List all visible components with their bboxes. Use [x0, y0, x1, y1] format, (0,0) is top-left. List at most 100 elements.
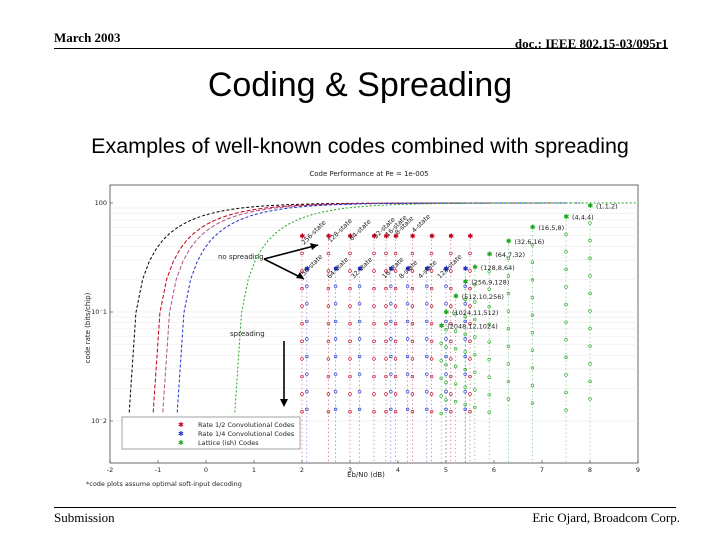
data-point [384, 322, 388, 326]
data-point [530, 243, 535, 247]
no-spreading-annotation: no spreading [218, 253, 264, 261]
data-point [439, 323, 443, 328]
data-point [444, 380, 448, 385]
data-point [463, 372, 467, 376]
series-marker: ✱ [372, 232, 378, 240]
x-tick-label: 6 [492, 466, 496, 474]
data-point [588, 274, 592, 278]
data-point [393, 374, 398, 379]
data-point [429, 269, 434, 273]
header-rule [54, 48, 668, 49]
data-point [506, 344, 511, 349]
data-point [425, 390, 429, 394]
series-marker: ✱ [410, 232, 416, 240]
data-point [564, 320, 568, 324]
data-point [473, 370, 477, 375]
data-point [333, 337, 338, 341]
data-point [429, 322, 434, 326]
data-point [444, 390, 448, 394]
series-marker: ✱ [506, 237, 512, 245]
data-point [429, 286, 434, 291]
series-marker: ✱ [348, 232, 354, 240]
data-point [405, 390, 410, 394]
data-point [453, 294, 458, 298]
data-point [300, 234, 304, 238]
legend-marker-conv-half: ✱ [178, 421, 184, 429]
data-point [389, 407, 393, 412]
data-point [588, 344, 592, 348]
data-point [333, 266, 338, 271]
series-marker: ✱ [487, 251, 493, 259]
data-point [463, 385, 467, 389]
data-point [326, 269, 331, 273]
data-point [506, 256, 511, 261]
footer-rule [54, 507, 676, 508]
data-point [564, 302, 568, 307]
lattice-label: (2048,12,1024) [447, 323, 498, 331]
spreading-arrowhead [280, 399, 288, 407]
data-point [487, 305, 491, 309]
data-point [348, 251, 352, 256]
data-point [300, 392, 304, 396]
data-point [393, 410, 398, 414]
data-point [300, 251, 304, 256]
data-point [333, 372, 338, 376]
data-point [410, 304, 415, 308]
data-point [410, 322, 415, 326]
data-point [326, 410, 331, 414]
data-point [530, 295, 535, 300]
series-marker: ✱ [472, 263, 478, 271]
data-point [468, 339, 472, 344]
chart-footnote: *code plots assume optimal soft-input de… [86, 480, 242, 488]
data-point [468, 286, 472, 291]
data-point [564, 232, 568, 236]
data-point [506, 327, 511, 331]
data-point [425, 354, 429, 359]
lattice-label: (16,5,8) [538, 224, 564, 232]
series-marker: ✱ [448, 232, 454, 240]
lattice-label: (32,6,16) [514, 238, 544, 246]
data-point [588, 291, 592, 296]
data-point [410, 410, 415, 414]
data-point [389, 302, 393, 306]
data-point [463, 403, 467, 407]
data-point [468, 410, 472, 414]
data-point [444, 302, 448, 306]
data-point [487, 287, 491, 291]
slide-subtitle: Examples of well-known codes combined wi… [91, 134, 629, 158]
data-point [405, 407, 410, 412]
data-point [429, 392, 434, 396]
data-point [588, 362, 592, 366]
data-point [300, 269, 304, 273]
lattice-label: (128,8,64) [481, 264, 515, 272]
data-point [530, 260, 535, 265]
lattice-label: (1024,11,512) [452, 309, 498, 317]
lattice-label: (256,9,128) [471, 279, 509, 287]
data-point [305, 390, 309, 394]
data-point [530, 278, 535, 282]
data-point [393, 269, 398, 273]
data-point [473, 405, 477, 410]
data-point [453, 382, 458, 386]
data-point [429, 374, 434, 379]
data-point [300, 322, 304, 326]
data-point [449, 374, 453, 379]
data-point [300, 357, 304, 361]
data-point [444, 284, 448, 288]
data-point [530, 401, 535, 405]
data-point [384, 392, 388, 396]
data-point [564, 285, 568, 289]
data-point [410, 251, 415, 256]
data-point [453, 329, 458, 333]
data-point [384, 251, 388, 256]
data-point [444, 327, 448, 332]
data-point [588, 221, 592, 225]
data-point [372, 286, 376, 291]
data-point [506, 362, 511, 366]
data-point [393, 339, 398, 344]
series-marker: ✱ [429, 232, 435, 240]
y-tick-label: 100 [95, 199, 107, 207]
data-point [588, 309, 592, 313]
data-point [357, 266, 362, 271]
lattice-label: (512,10,256) [462, 293, 504, 301]
